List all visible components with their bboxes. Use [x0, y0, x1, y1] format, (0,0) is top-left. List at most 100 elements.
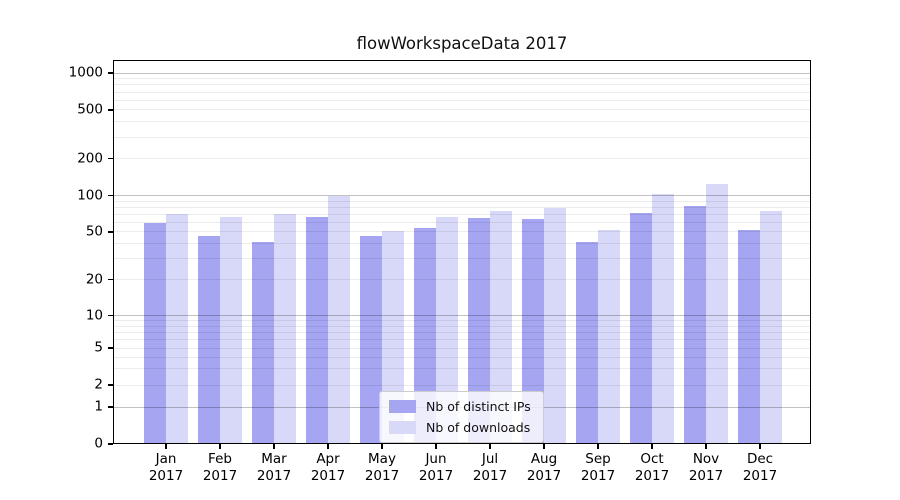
x-tick-month: Jun — [425, 451, 447, 467]
x-tick-month: Dec — [746, 451, 774, 467]
y-tick-label: 50 — [85, 223, 103, 240]
x-tick-year: 2017 — [418, 468, 454, 484]
x-tick-label-mar: Mar 2017 — [246, 451, 302, 485]
bar-distinct-ips-dec — [738, 229, 760, 444]
gridline-minor — [113, 206, 811, 208]
gridline-major — [113, 72, 811, 74]
x-tick-mark — [759, 444, 761, 449]
x-tick-year: 2017 — [526, 468, 562, 484]
gridline-minor — [113, 368, 811, 370]
plot-area: 0 1 2 5 10 20 50 100 200 500 1000 Jan 2017 Feb 2017 Mar… — [69, 60, 811, 484]
x-tick-label-aug: Aug 2017 — [516, 451, 572, 485]
gridline-minor — [113, 384, 811, 386]
x-tick-label-oct: Oct 2017 — [624, 451, 680, 485]
x-tick-year: 2017 — [364, 468, 400, 484]
gridline-minor — [113, 109, 811, 111]
y-tick-mark — [108, 195, 113, 197]
y-tick-mark — [108, 278, 113, 281]
gridline-minor — [113, 213, 811, 215]
legend-swatch-downloads — [389, 421, 416, 434]
legend-item-downloads: Nb of downloads — [389, 420, 531, 435]
bar-downloads-jan — [166, 213, 188, 444]
bar-downloads-jun — [436, 217, 458, 444]
gridline-minor — [113, 121, 811, 123]
y-tick-mark — [108, 315, 113, 317]
x-tick-mark — [273, 444, 275, 449]
gridline-major — [113, 315, 811, 317]
x-tick-label-feb: Feb 2017 — [192, 451, 248, 485]
gridline-minor — [113, 158, 811, 160]
gridline-minor — [113, 99, 811, 101]
gridline-major — [113, 195, 811, 197]
bar-downloads-aug — [544, 208, 566, 444]
x-tick-month: Nov — [692, 451, 720, 467]
x-tick-month: Oct — [640, 451, 664, 467]
x-tick-mark — [435, 444, 437, 449]
y-tick-mark — [108, 109, 113, 111]
bar-distinct-ips-apr — [306, 217, 328, 444]
x-tick-year: 2017 — [634, 468, 670, 484]
gridline-minor — [113, 91, 811, 93]
x-tick-label-jan: Jan 2017 — [138, 451, 194, 485]
bar-distinct-ips-sep — [576, 242, 598, 444]
x-tick-month: Apr — [316, 451, 340, 467]
x-tick-year: 2017 — [472, 468, 508, 484]
y-tick-label: 10 — [85, 306, 103, 323]
x-tick-mark — [705, 444, 707, 449]
bar-distinct-ips-may — [360, 236, 382, 444]
x-tick-label-jun: Jun 2017 — [408, 451, 464, 485]
x-tick-label-nov: Nov 2017 — [678, 451, 734, 485]
x-tick-year: 2017 — [688, 468, 724, 484]
x-tick-label-apr: Apr 2017 — [300, 451, 356, 485]
bar-downloads-sep — [598, 229, 620, 444]
legend-label-downloads: Nb of downloads — [426, 420, 531, 435]
x-tick-label-sep: Sep 2017 — [570, 451, 626, 485]
y-tick-mark — [108, 406, 113, 408]
y-tick-label: 20 — [85, 270, 103, 287]
gridline-minor — [113, 257, 811, 259]
bar-distinct-ips-jul — [468, 218, 490, 444]
x-tick-label-dec: Dec 2017 — [732, 451, 788, 485]
x-tick-mark — [219, 444, 221, 449]
gridline-minor — [113, 231, 811, 233]
x-tick-month: Feb — [208, 451, 232, 467]
x-tick-mark — [543, 444, 545, 449]
bar-distinct-ips-oct — [630, 212, 652, 444]
bar-downloads-mar — [274, 214, 296, 444]
y-tick-mark — [108, 347, 113, 349]
x-tick-label-may: May 2017 — [354, 451, 410, 485]
x-tick-mark — [381, 444, 383, 449]
y-tick-label: 5 — [94, 339, 103, 356]
gridline-minor — [113, 325, 811, 327]
gridline-minor — [113, 242, 811, 244]
x-tick-mark — [327, 444, 329, 449]
x-tick-month: May — [368, 451, 396, 467]
gridline-minor — [113, 84, 811, 86]
y-tick-mark — [108, 231, 113, 233]
y-tick-label: 2 — [94, 376, 103, 393]
gridline-minor — [113, 78, 811, 80]
x-tick-mark — [597, 444, 599, 449]
legend-item-distinct-ips: Nb of distinct IPs — [389, 399, 531, 414]
y-tick-label: 1 — [94, 398, 103, 415]
y-tick-mark — [108, 384, 113, 386]
x-tick-month: Sep — [585, 451, 611, 467]
x-tick-month: Jan — [155, 451, 177, 467]
gridline-minor — [113, 331, 811, 333]
gridline-minor — [113, 221, 811, 223]
x-tick-mark — [651, 444, 653, 449]
bar-downloads-nov — [706, 184, 728, 444]
bar-downloads-dec — [760, 210, 782, 444]
x-tick-label-jul: Jul 2017 — [462, 451, 518, 485]
y-tick-label: 100 — [77, 186, 103, 203]
legend-swatch-distinct-ips — [389, 400, 416, 413]
bar-distinct-ips-aug — [522, 218, 544, 444]
x-tick-month: Mar — [261, 451, 287, 467]
x-tick-year: 2017 — [148, 468, 184, 484]
bar-distinct-ips-nov — [684, 206, 706, 444]
y-tick-mark — [108, 443, 113, 445]
y-tick-label: 0 — [94, 435, 103, 452]
x-tick-year: 2017 — [310, 468, 346, 484]
gridline-minor — [113, 339, 811, 340]
